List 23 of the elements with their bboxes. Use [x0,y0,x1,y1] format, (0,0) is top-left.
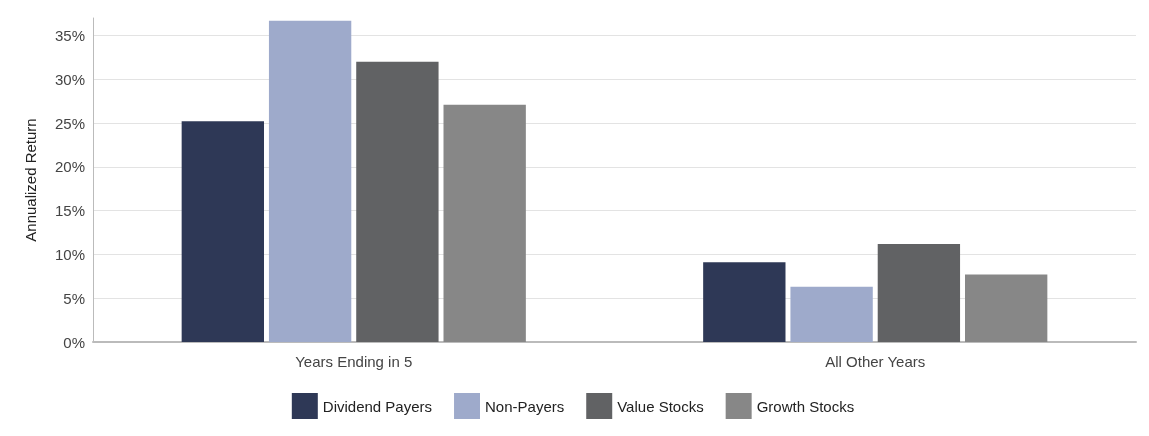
bar [356,61,439,342]
y-tick-label: 35% [54,27,85,45]
x-tick-label: Years Ending in 5 [295,353,413,370]
bar [790,286,873,342]
bar [965,274,1048,342]
y-tick-label: 25% [54,114,85,132]
legend-label: Dividend Payers [322,397,433,415]
bar [268,20,352,342]
legend-label: Growth Stocks [756,397,855,415]
y-tick-label: 20% [54,158,85,176]
y-tick-label: 15% [54,202,85,220]
y-axis-title: Annualized Return [22,118,39,242]
bar [181,121,264,342]
legend-label: Non-Payers [485,397,565,415]
bar [877,243,961,342]
y-tick-label: 10% [54,245,85,263]
y-tick-label: 30% [54,70,85,88]
x-tick-label: All Other Years [825,353,926,370]
y-tick-label: 5% [63,289,85,307]
legend-label: Value Stocks [617,397,704,415]
bar [443,104,526,342]
bar [703,262,786,342]
y-tick-label: 0% [63,333,85,351]
